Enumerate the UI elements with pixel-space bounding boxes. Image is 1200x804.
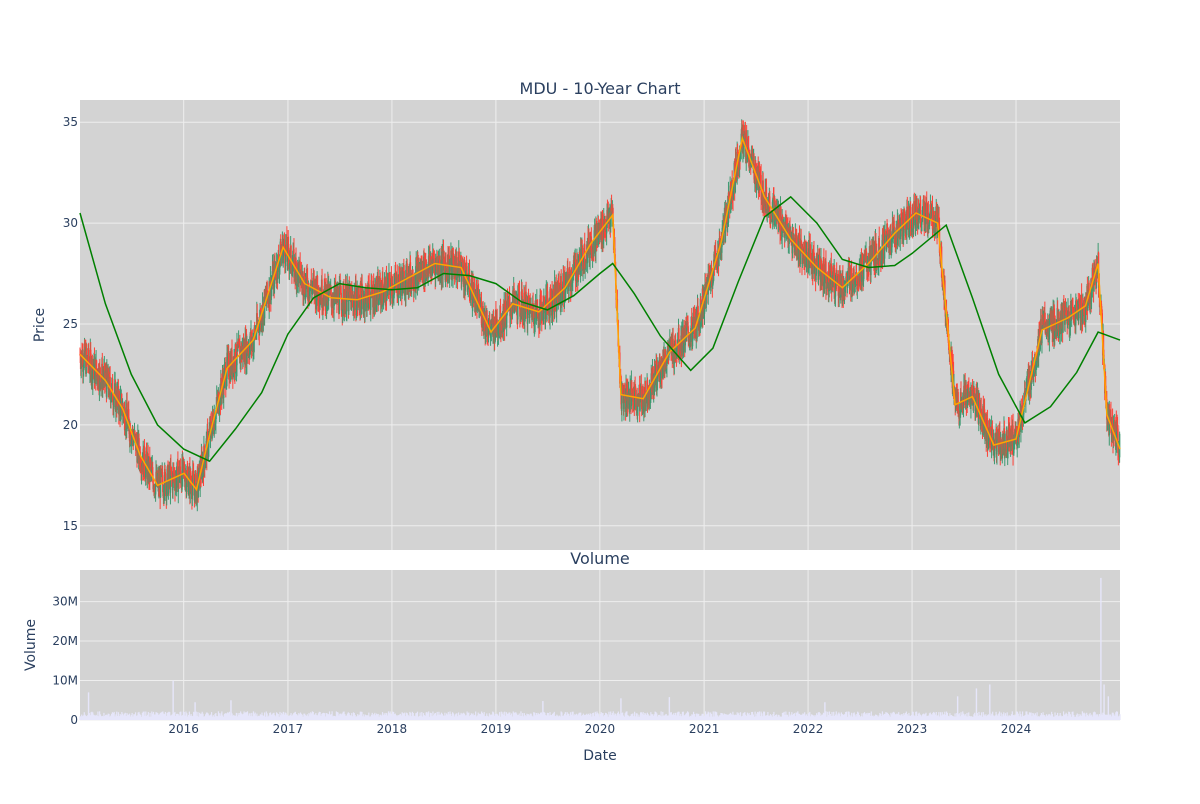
candle-body bbox=[584, 269, 585, 270]
candle-body bbox=[893, 221, 894, 228]
candle-body bbox=[1078, 312, 1079, 320]
candle-body bbox=[774, 198, 775, 200]
candle-body bbox=[506, 315, 507, 327]
candle-body bbox=[1091, 297, 1092, 301]
candle-body bbox=[402, 271, 403, 288]
candle-body bbox=[144, 446, 145, 472]
candle-body bbox=[519, 292, 520, 304]
